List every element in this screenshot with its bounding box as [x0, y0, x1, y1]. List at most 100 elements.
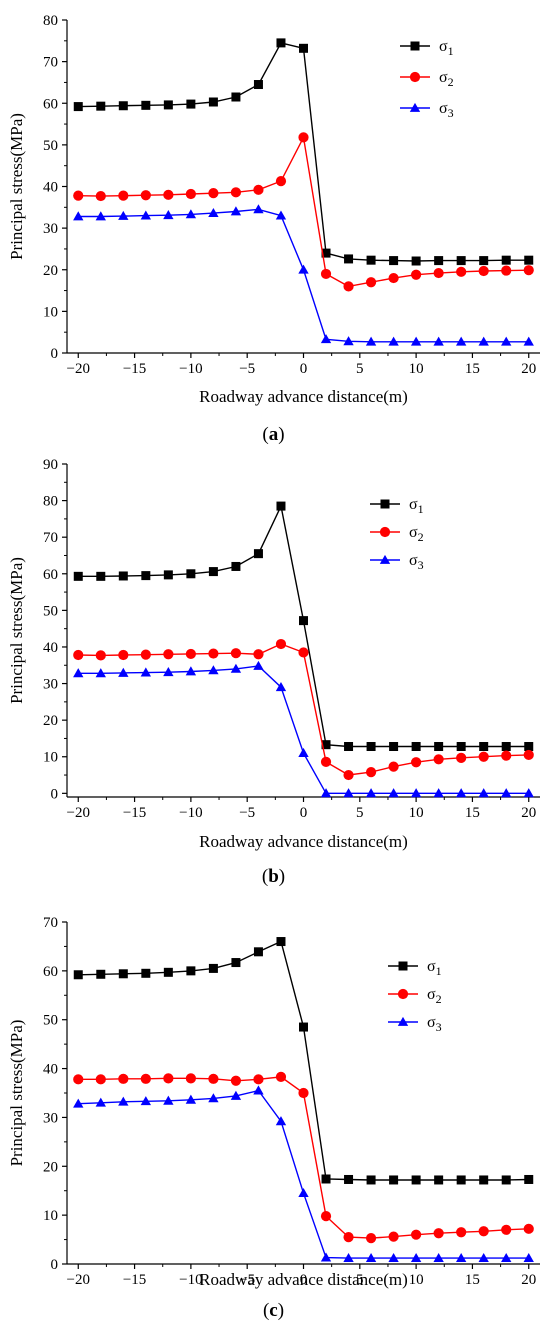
data-point — [320, 788, 332, 798]
y-tick-label: 30 — [43, 677, 58, 693]
y-tick-label: 50 — [43, 1013, 58, 1029]
panel-label: (a) — [262, 424, 284, 445]
data-point — [95, 1097, 106, 1107]
x-tick-label: 20 — [521, 805, 536, 821]
data-point — [186, 966, 196, 976]
data-point — [118, 571, 128, 581]
data-point — [366, 1175, 376, 1185]
data-point — [524, 742, 534, 752]
data-point — [73, 970, 83, 980]
data-point — [253, 947, 263, 957]
data-point — [275, 682, 287, 692]
data-point — [298, 264, 309, 274]
legend-marker — [380, 499, 390, 509]
data-point — [140, 1073, 151, 1084]
data-point — [365, 1252, 377, 1263]
series-sigma-3 — [73, 1085, 534, 1263]
y-tick-label: 80 — [43, 13, 58, 29]
data-point — [411, 256, 421, 266]
data-point — [96, 571, 106, 581]
data-point — [73, 211, 84, 221]
data-point — [320, 756, 332, 767]
y-tick-label: 30 — [43, 221, 58, 237]
data-point — [365, 788, 377, 798]
x-tick-label: −10 — [179, 1272, 202, 1288]
data-point — [163, 1073, 174, 1084]
data-point — [95, 650, 106, 661]
series-sigma-3 — [73, 660, 534, 798]
data-point — [276, 501, 286, 511]
data-point — [141, 968, 151, 978]
x-tick-label: 0 — [300, 1272, 308, 1288]
data-point — [320, 268, 332, 280]
data-point — [275, 1116, 287, 1126]
data-point — [434, 742, 444, 752]
legend-marker — [379, 526, 391, 538]
data-point — [388, 1231, 399, 1242]
data-point — [230, 663, 242, 673]
y-tick-label: 50 — [43, 603, 58, 619]
data-point — [186, 569, 196, 579]
data-point — [434, 256, 444, 266]
data-point — [73, 649, 84, 661]
data-point — [230, 1075, 242, 1086]
data-point — [343, 769, 354, 781]
x-axis-label: Roadway advance distance(m) — [199, 1270, 408, 1289]
data-point — [185, 666, 197, 676]
data-point — [208, 1093, 219, 1103]
x-axis-label: Roadway advance distance(m) — [199, 387, 408, 406]
legend-marker — [409, 71, 421, 83]
y-tick-label: 50 — [43, 138, 58, 154]
series-line — [78, 42, 529, 262]
data-point — [185, 1073, 196, 1084]
data-point — [523, 749, 534, 761]
data-point — [253, 1074, 264, 1085]
data-point — [388, 788, 399, 798]
data-point — [411, 742, 421, 752]
data-point — [163, 967, 173, 977]
legend-entry-sigma-2: σ2 — [370, 524, 424, 544]
y-tick-label: 60 — [43, 567, 58, 583]
data-point — [208, 97, 218, 107]
data-point — [185, 648, 196, 660]
data-point — [365, 277, 377, 288]
legend-label: σ2 — [439, 69, 454, 89]
data-point — [95, 668, 106, 678]
data-point — [118, 969, 128, 979]
legend-label: σ2 — [409, 524, 424, 544]
data-point — [276, 38, 286, 48]
data-point — [231, 92, 241, 102]
y-tick-label: 30 — [43, 1110, 58, 1126]
data-point — [73, 190, 84, 201]
data-point — [118, 649, 129, 661]
data-point — [479, 256, 489, 266]
y-tick-label: 60 — [43, 964, 58, 980]
data-point — [118, 1073, 129, 1084]
x-tick-label: 15 — [465, 361, 480, 377]
x-axis-label: Roadway advance distance(m) — [199, 832, 408, 851]
data-point — [73, 668, 84, 678]
data-point — [478, 1252, 489, 1263]
data-point — [230, 187, 242, 198]
data-point — [524, 255, 534, 265]
data-point — [501, 788, 512, 798]
x-tick-label: 0 — [300, 805, 308, 821]
legend-label: σ3 — [409, 552, 424, 572]
data-point — [434, 1175, 444, 1185]
data-point — [163, 570, 173, 580]
series-sigma-1 — [73, 937, 534, 1185]
x-tick-label: 10 — [409, 361, 424, 377]
data-point — [253, 184, 264, 195]
data-point — [163, 649, 174, 660]
data-point — [186, 99, 196, 109]
y-tick-label: 0 — [51, 1257, 59, 1273]
data-point — [208, 207, 219, 218]
data-point — [230, 1090, 242, 1100]
data-point — [411, 757, 422, 768]
data-point — [523, 788, 534, 798]
data-point — [343, 281, 354, 292]
data-point — [208, 188, 219, 199]
data-point — [411, 269, 422, 280]
legend-label: σ2 — [427, 986, 442, 1006]
data-point — [185, 1094, 197, 1104]
